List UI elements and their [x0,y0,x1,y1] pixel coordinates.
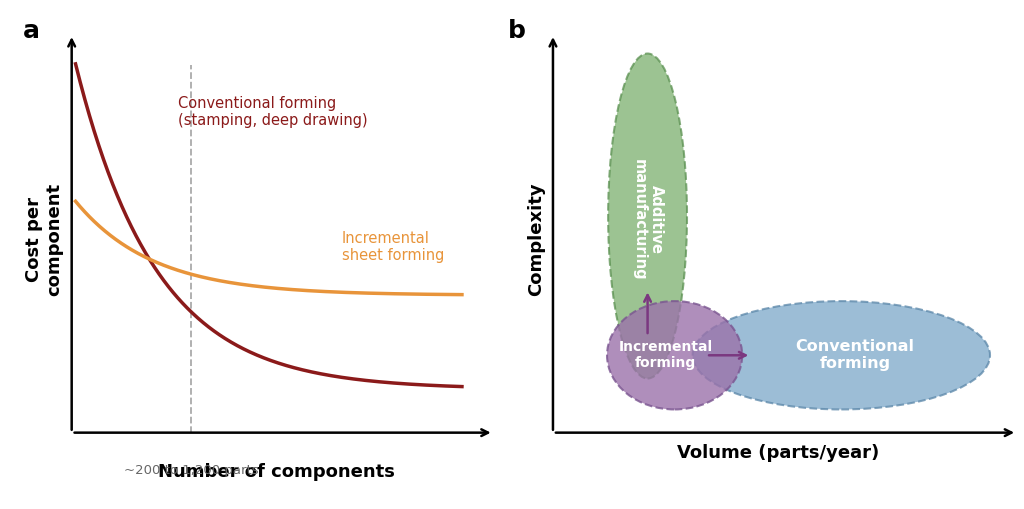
X-axis label: Volume (parts/year): Volume (parts/year) [677,444,880,462]
X-axis label: Number of components: Number of components [158,463,395,481]
Text: Additive
manufacturing: Additive manufacturing [632,159,664,280]
Ellipse shape [607,301,742,409]
Text: Conventional forming
(stamping, deep drawing): Conventional forming (stamping, deep dra… [178,96,368,128]
Text: Conventional
forming: Conventional forming [796,339,914,372]
Y-axis label: Complexity: Complexity [526,182,545,296]
Ellipse shape [692,301,990,409]
Text: Incremental
sheet forming: Incremental sheet forming [342,231,444,263]
Text: Incremental
forming: Incremental forming [618,340,713,371]
Text: ~200 to 1,200 parts: ~200 to 1,200 parts [124,464,259,476]
Ellipse shape [608,53,687,379]
Text: b: b [508,19,525,43]
Text: a: a [23,19,40,43]
Y-axis label: Cost per
component: Cost per component [25,183,63,296]
